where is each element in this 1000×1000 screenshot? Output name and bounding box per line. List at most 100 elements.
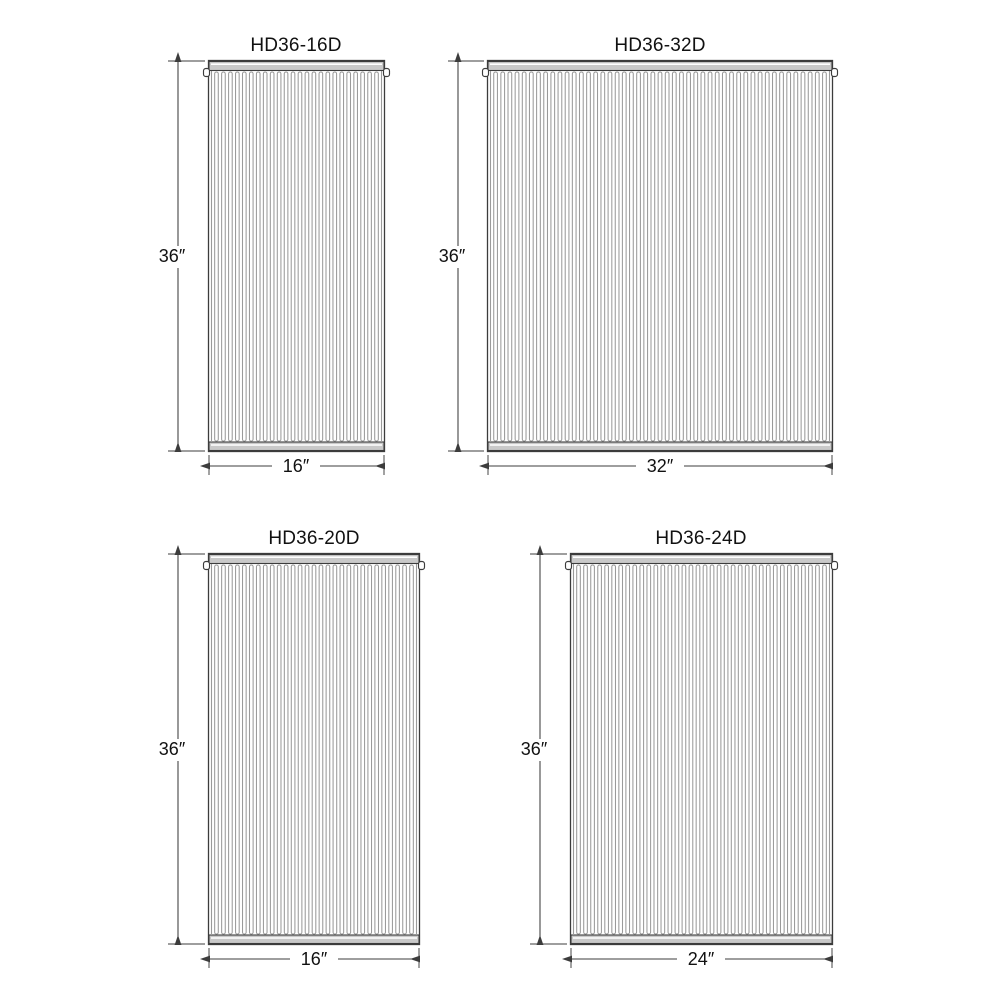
fin	[493, 71, 498, 442]
fin	[262, 71, 268, 442]
fin	[318, 71, 324, 442]
top-header-bar	[208, 60, 385, 72]
fin	[514, 71, 520, 442]
fin	[409, 564, 414, 935]
panel-title-hd36-24d: HD36-24D	[655, 528, 746, 549]
fin	[743, 71, 749, 442]
panel-title-hd36-16d: HD36-16D	[250, 35, 341, 56]
fin	[695, 564, 701, 935]
width-label-mask	[636, 455, 684, 476]
top-header-bar	[570, 553, 833, 565]
fin	[521, 71, 527, 442]
fin	[807, 71, 813, 442]
fin	[721, 71, 727, 442]
fin	[374, 71, 379, 442]
fin	[800, 71, 806, 442]
panel-title-hd36-32d: HD36-32D	[614, 35, 705, 56]
fin	[255, 71, 261, 442]
fin	[723, 564, 729, 935]
mounting-tab-left	[564, 560, 573, 571]
fin	[822, 71, 827, 442]
fin	[283, 564, 289, 935]
fin	[290, 564, 296, 935]
fin	[332, 71, 338, 442]
fin	[395, 564, 400, 935]
fin	[716, 564, 722, 935]
fin	[360, 564, 366, 935]
fin	[686, 71, 691, 442]
fin	[702, 564, 708, 935]
fin	[311, 71, 317, 442]
fin	[597, 564, 602, 935]
fin	[346, 564, 352, 935]
fin	[276, 564, 282, 935]
mounting-tab-left	[202, 67, 211, 78]
fin	[221, 564, 226, 935]
fin	[214, 564, 219, 935]
fin	[360, 71, 365, 442]
fin	[671, 71, 677, 442]
fin	[751, 564, 757, 935]
radiator-panel-hd36-32d: HD36-32D 36″ 32″	[430, 35, 839, 476]
fin	[764, 71, 770, 442]
fin	[693, 71, 699, 442]
width-dimension-label-hd36-24d: 24″	[688, 949, 715, 969]
fin	[339, 71, 345, 442]
mounting-tab-left	[202, 560, 211, 571]
fin	[367, 71, 372, 442]
fin	[304, 71, 310, 442]
fin	[248, 564, 254, 935]
fin	[729, 71, 734, 442]
fin	[808, 564, 813, 935]
fin	[614, 71, 620, 442]
fin	[639, 564, 645, 935]
fin	[297, 71, 303, 442]
fin	[578, 71, 584, 442]
fin	[801, 564, 806, 935]
mounting-tab-right	[830, 560, 839, 571]
panels-layer: HD36-16D 36″ 16″ HD36-32D 36″ 32″ HD36-20D 36″ 1…	[150, 35, 839, 969]
fin	[528, 71, 534, 442]
fin	[664, 71, 670, 442]
bottom-header-bar	[487, 441, 833, 452]
fin	[618, 564, 624, 935]
fin	[318, 564, 324, 935]
fin	[325, 71, 331, 442]
fin	[771, 71, 777, 442]
fin	[297, 564, 303, 935]
fin	[604, 564, 609, 935]
height-dimension-label-hd36-16d: 36″	[159, 246, 186, 266]
fin	[736, 71, 742, 442]
bottom-header-bar	[208, 441, 385, 452]
fin	[765, 564, 771, 935]
fin	[255, 564, 261, 935]
fin	[325, 564, 331, 935]
fin	[346, 71, 352, 442]
fin	[304, 564, 310, 935]
fin	[786, 564, 792, 935]
height-dimension-label-hd36-20d: 36″	[159, 739, 186, 759]
width-label-mask	[272, 455, 320, 476]
fin	[241, 71, 247, 442]
radiator-panel-hd36-24d: HD36-24D 36″ 24″	[512, 528, 839, 969]
fin	[276, 71, 282, 442]
fin	[674, 564, 680, 935]
fin	[248, 71, 254, 442]
fin	[221, 71, 226, 442]
fin	[793, 71, 799, 442]
fin	[815, 564, 820, 935]
fin	[611, 564, 617, 935]
radiator-panel-hd36-16d: HD36-16D 36″ 16″	[150, 35, 391, 476]
width-label-mask	[290, 948, 338, 969]
fin	[576, 564, 581, 935]
fin	[235, 71, 240, 442]
fin	[646, 564, 652, 935]
fin	[228, 564, 233, 935]
fin	[709, 564, 715, 935]
width-dimension-label-hd36-20d: 16″	[301, 949, 328, 969]
width-dimension-label-hd36-16d: 16″	[283, 456, 310, 476]
mounting-tab-right	[417, 560, 426, 571]
height-label-mask	[512, 739, 556, 761]
fin	[607, 71, 613, 442]
